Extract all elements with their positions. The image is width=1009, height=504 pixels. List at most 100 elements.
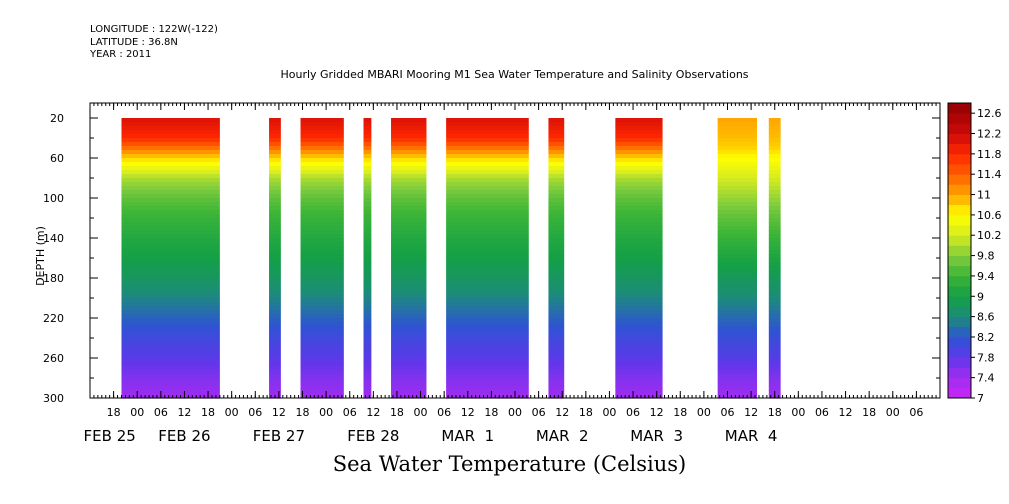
temperature-band xyxy=(269,202,281,207)
temperature-band xyxy=(768,134,781,139)
temperature-band xyxy=(391,362,427,367)
temperature-band xyxy=(300,346,344,351)
temperature-band xyxy=(391,262,427,267)
temperature-band xyxy=(300,362,344,367)
temperature-band xyxy=(269,194,281,199)
temperature-band xyxy=(391,226,427,231)
temperature-band xyxy=(615,350,663,355)
latitude-label: LATITUDE : 36.8N xyxy=(90,36,178,48)
temperature-band xyxy=(768,182,781,187)
temperature-band xyxy=(548,314,565,319)
temperature-band xyxy=(300,182,344,187)
temperature-band xyxy=(363,154,372,159)
y-tick-label: 100 xyxy=(43,192,64,205)
colorbar-label: 8.6 xyxy=(977,311,995,324)
temperature-band xyxy=(269,230,281,235)
temperature-band xyxy=(269,146,281,151)
temperature-band xyxy=(446,206,529,211)
temperature-band xyxy=(269,330,281,335)
temperature-band xyxy=(446,130,529,135)
temperature-band xyxy=(391,334,427,339)
temperature-band xyxy=(717,158,758,163)
temperature-band xyxy=(363,134,372,139)
x-tick-label: 18 xyxy=(768,406,782,419)
x-tick-label: 18 xyxy=(673,406,687,419)
temperature-band xyxy=(300,118,344,123)
temperature-band xyxy=(363,210,372,215)
temperature-band xyxy=(768,342,781,347)
temperature-band xyxy=(391,306,427,311)
temperature-band xyxy=(363,174,372,179)
temperature-band xyxy=(300,282,344,287)
temperature-band xyxy=(446,306,529,311)
temperature-band xyxy=(391,354,427,359)
temperature-band xyxy=(717,226,758,231)
temperature-band xyxy=(768,318,781,323)
temperature-band xyxy=(391,254,427,259)
temperature-band xyxy=(615,130,663,135)
x-tick-label: 06 xyxy=(532,406,546,419)
temperature-band xyxy=(121,326,220,331)
temperature-band xyxy=(768,178,781,183)
temperature-band xyxy=(717,170,758,175)
temperature-band xyxy=(615,250,663,255)
temperature-band xyxy=(446,178,529,183)
temperature-band xyxy=(363,118,372,123)
temperature-band xyxy=(121,134,220,139)
temperature-band xyxy=(717,286,758,291)
temperature-band xyxy=(300,218,344,223)
temperature-band xyxy=(363,394,372,399)
temperature-band xyxy=(391,142,427,147)
temperature-band xyxy=(269,382,281,387)
temperature-band xyxy=(615,214,663,219)
temperature-band xyxy=(121,334,220,339)
temperature-band xyxy=(548,266,565,271)
temperature-band xyxy=(446,218,529,223)
temperature-band xyxy=(615,310,663,315)
temperature-band xyxy=(717,326,758,331)
colorbar-bin xyxy=(948,225,971,236)
temperature-band xyxy=(391,250,427,255)
x-tick-label: 18 xyxy=(201,406,215,419)
temperature-band xyxy=(768,298,781,303)
colorbar-bin xyxy=(948,123,971,134)
temperature-band xyxy=(363,290,372,295)
temperature-band xyxy=(391,246,427,251)
temperature-band xyxy=(615,226,663,231)
temperature-band xyxy=(121,254,220,259)
temperature-band xyxy=(300,170,344,175)
temperature-band xyxy=(363,302,372,307)
temperature-band xyxy=(391,178,427,183)
colorbar-label: 12.6 xyxy=(977,107,1002,120)
temperature-band xyxy=(391,258,427,263)
temperature-band xyxy=(391,290,427,295)
y-axis-label: DEPTH (m) xyxy=(34,226,47,286)
temperature-band xyxy=(300,198,344,203)
temperature-band xyxy=(768,382,781,387)
temperature-band xyxy=(615,314,663,319)
temperature-band xyxy=(269,134,281,139)
temperature-band xyxy=(768,218,781,223)
temperature-band xyxy=(615,210,663,215)
y-tick-label: 300 xyxy=(43,392,64,405)
temperature-band xyxy=(768,118,781,123)
colorbar-bin xyxy=(948,357,971,368)
temperature-band xyxy=(300,210,344,215)
temperature-band xyxy=(548,326,565,331)
temperature-band xyxy=(548,146,565,151)
temperature-band xyxy=(269,174,281,179)
temperature-band xyxy=(548,234,565,239)
temperature-band xyxy=(768,274,781,279)
temperature-band xyxy=(269,178,281,183)
colorbar-bin xyxy=(948,255,971,267)
temperature-band xyxy=(548,182,565,187)
temperature-band xyxy=(269,282,281,287)
temperature-band xyxy=(615,322,663,327)
temperature-band xyxy=(446,346,529,351)
temperature-band xyxy=(717,270,758,275)
temperature-band xyxy=(717,390,758,395)
temperature-band xyxy=(717,362,758,367)
temperature-band xyxy=(615,146,663,151)
temperature-band xyxy=(446,138,529,143)
temperature-band xyxy=(363,170,372,175)
